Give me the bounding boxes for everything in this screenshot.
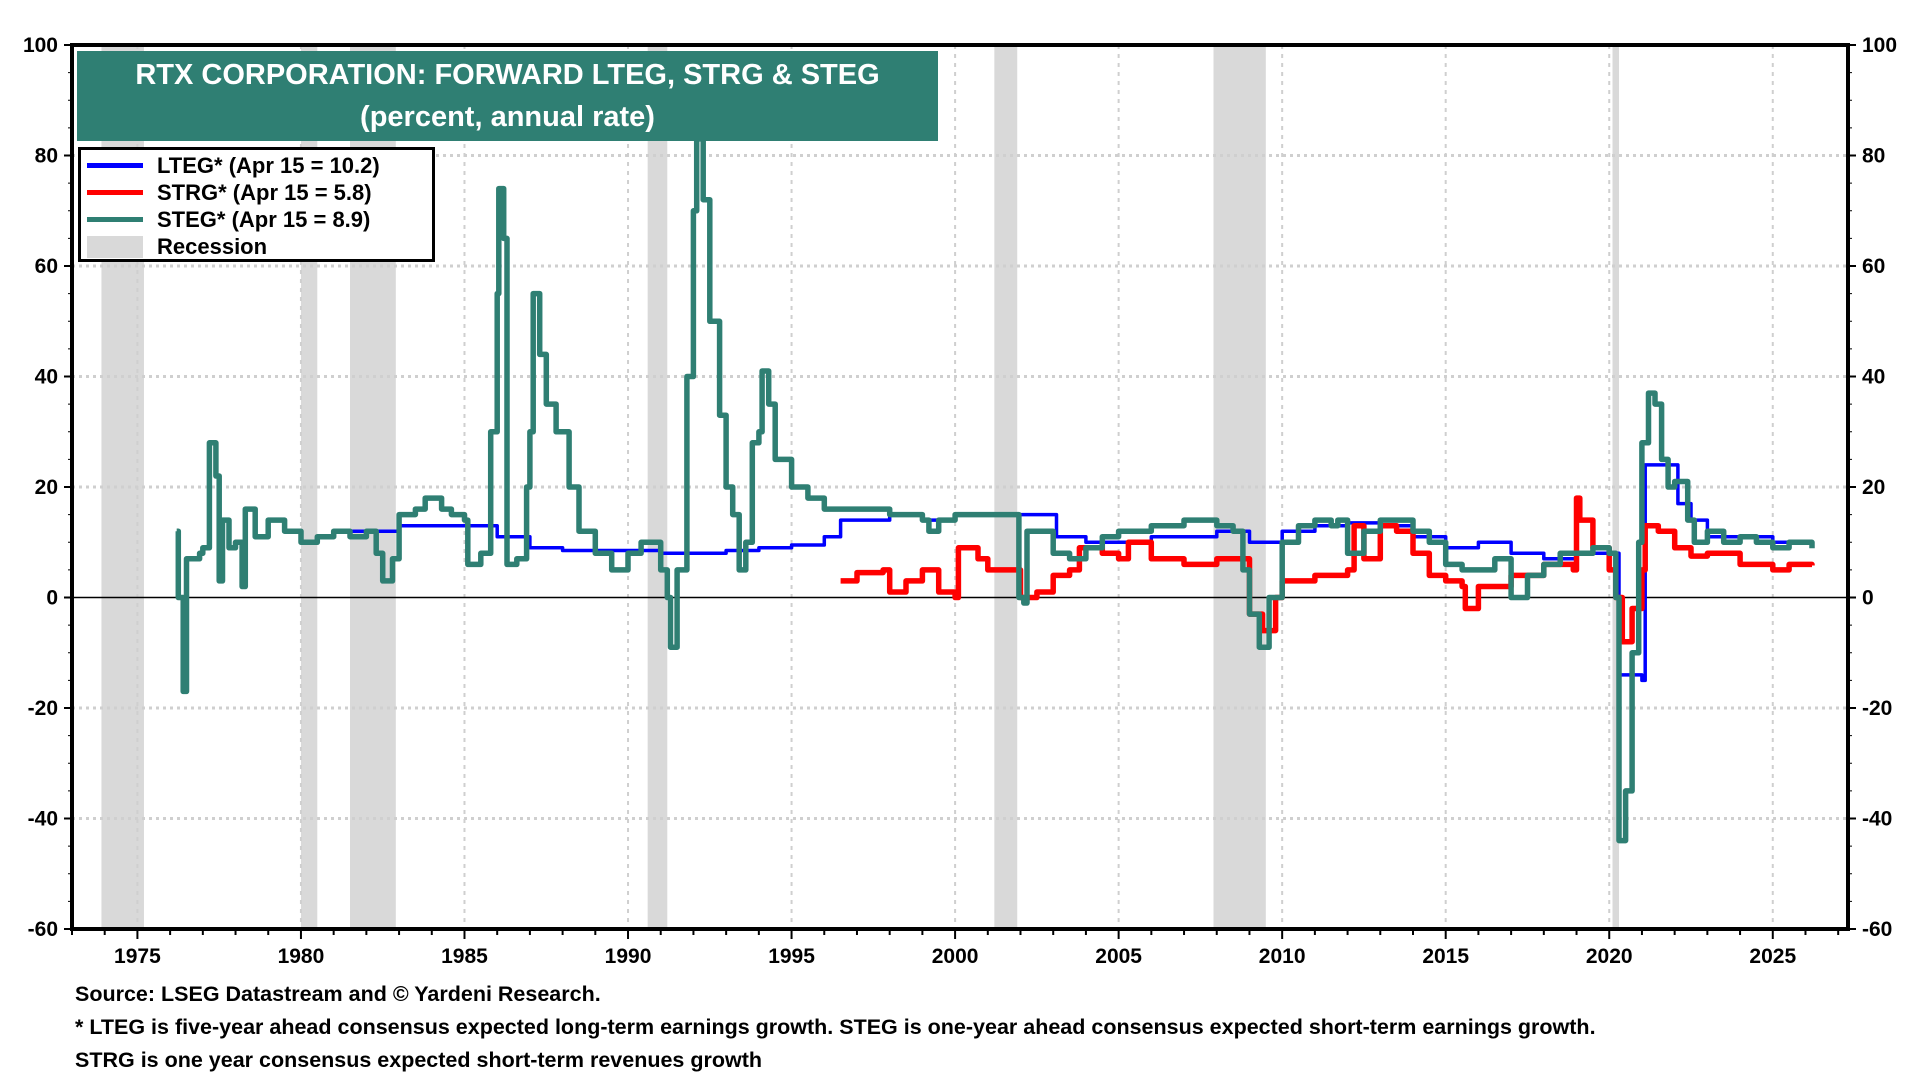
y-tick-label-right: -60 bbox=[1862, 918, 1892, 941]
x-tick-label: 1990 bbox=[605, 945, 652, 968]
x-tick-label: 1980 bbox=[278, 945, 325, 968]
x-tick-label: 2025 bbox=[1749, 945, 1796, 968]
legend-item-steg: STEG* (Apr 15 = 8.9) bbox=[87, 206, 426, 233]
x-tick-label: 1995 bbox=[768, 945, 815, 968]
legend-swatch-steg bbox=[87, 217, 143, 222]
x-tick-label: 2000 bbox=[932, 945, 979, 968]
y-tick-label-left: 60 bbox=[35, 255, 58, 278]
footnote-1: * LTEG is five-year ahead consensus expe… bbox=[75, 1015, 1596, 1039]
y-tick-label-right: 60 bbox=[1862, 255, 1885, 278]
x-tick-label: 1985 bbox=[441, 945, 488, 968]
y-tick-label-left: -60 bbox=[28, 918, 58, 941]
x-tick-label: 2020 bbox=[1586, 945, 1633, 968]
y-tick-label-right: 0 bbox=[1862, 587, 1874, 610]
x-tick-label: 1975 bbox=[114, 945, 161, 968]
chart-title: RTX CORPORATION: FORWARD LTEG, STRG & ST… bbox=[135, 59, 880, 91]
legend: LTEG* (Apr 15 = 10.2) STRG* (Apr 15 = 5.… bbox=[78, 147, 435, 262]
x-tick-label: 2010 bbox=[1259, 945, 1306, 968]
x-tick-label: 2015 bbox=[1422, 945, 1469, 968]
legend-item-lteg: LTEG* (Apr 15 = 10.2) bbox=[87, 152, 426, 179]
y-tick-label-right: 40 bbox=[1862, 366, 1885, 389]
legend-label: Recession bbox=[157, 233, 268, 259]
y-tick-label-right: 20 bbox=[1862, 476, 1885, 499]
y-tick-label-left: 40 bbox=[35, 366, 58, 389]
recession-band bbox=[647, 45, 668, 929]
y-tick-label-left: 20 bbox=[35, 476, 58, 499]
y-tick-label-right: 100 bbox=[1862, 34, 1897, 57]
legend-item-recession: Recession bbox=[87, 233, 426, 260]
footnote-2: STRG is one year consensus expected shor… bbox=[75, 1048, 763, 1072]
series-line-steg bbox=[175, 136, 1815, 844]
chart-subtitle: (percent, annual rate) bbox=[360, 101, 655, 133]
legend-swatch-recession bbox=[87, 235, 143, 258]
legend-label: STRG* (Apr 15 = 5.8) bbox=[157, 179, 372, 205]
series-line-strg bbox=[840, 495, 1815, 645]
recession-band bbox=[1612, 45, 1620, 929]
series-line-lteg bbox=[350, 463, 1814, 683]
y-tick-label-left: 100 bbox=[23, 34, 58, 57]
y-tick-label-left: -40 bbox=[28, 808, 58, 831]
legend-item-strg: STRG* (Apr 15 = 5.8) bbox=[87, 179, 426, 206]
y-tick-label-left: 0 bbox=[46, 587, 58, 610]
legend-label: STEG* (Apr 15 = 8.9) bbox=[157, 206, 371, 232]
y-tick-label-right: 80 bbox=[1862, 145, 1885, 168]
legend-swatch-strg bbox=[87, 190, 143, 195]
y-tick-label-left: -20 bbox=[28, 697, 58, 720]
x-tick-label: 2005 bbox=[1095, 945, 1142, 968]
legend-swatch-lteg bbox=[87, 163, 143, 168]
source-note: Source: LSEG Datastream and © Yardeni Re… bbox=[75, 982, 601, 1006]
series-lines bbox=[175, 136, 1815, 844]
chart-title-box: RTX CORPORATION: FORWARD LTEG, STRG & ST… bbox=[77, 51, 938, 141]
y-tick-label-left: 80 bbox=[35, 145, 58, 168]
y-tick-label-right: -20 bbox=[1862, 697, 1892, 720]
y-tick-label-right: -40 bbox=[1862, 808, 1892, 831]
legend-label: LTEG* (Apr 15 = 10.2) bbox=[157, 152, 380, 178]
